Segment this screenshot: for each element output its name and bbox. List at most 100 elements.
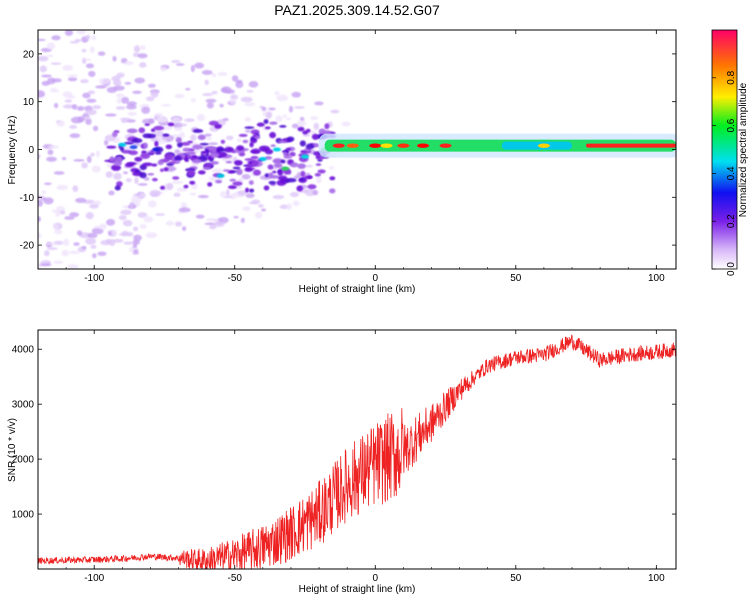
spectral-blob — [238, 133, 248, 137]
spectral-blob — [160, 103, 172, 107]
spectral-blob — [44, 250, 50, 257]
spectral-blob — [194, 62, 205, 69]
spectral-blob — [120, 146, 125, 152]
spectral-blob — [80, 79, 89, 84]
spectral-blob — [157, 160, 164, 166]
spectral-blob — [242, 139, 249, 144]
spectral-blob — [178, 123, 188, 127]
spectrogram-x-ticks: -100 -50 0 50 100 — [37, 30, 665, 284]
spectral-blob — [116, 97, 122, 104]
spectral-blob — [166, 182, 174, 190]
spectral-blob — [133, 249, 139, 254]
spectral-blob — [281, 150, 290, 153]
band-hotspot — [439, 143, 452, 148]
spectral-blob — [189, 180, 196, 185]
spectral-blob — [90, 152, 95, 157]
spectral-blob — [305, 164, 314, 168]
spectral-blob — [184, 118, 195, 123]
spectral-blob — [192, 159, 202, 164]
spectral-blob — [174, 155, 183, 161]
spectral-blob — [272, 147, 281, 152]
spectral-blob — [38, 55, 49, 62]
spectral-blob — [171, 116, 181, 123]
y-tick-label: -20 — [20, 241, 35, 252]
spectral-blob — [317, 169, 326, 174]
spectral-blob — [111, 229, 118, 237]
spectral-blob — [140, 152, 151, 160]
spectral-blob — [240, 96, 253, 103]
spectral-blob — [68, 250, 81, 255]
spectral-blob — [43, 182, 52, 186]
spectral-blob — [175, 63, 185, 66]
spectral-blob — [264, 173, 270, 178]
spectral-blob — [220, 87, 229, 93]
spectral-blob — [103, 139, 109, 146]
spectral-blob — [98, 78, 111, 85]
spectral-blob — [92, 105, 102, 110]
spectral-blob — [223, 195, 233, 199]
spectral-blob — [137, 212, 148, 218]
spectral-blob — [229, 98, 237, 105]
spectral-blob — [95, 85, 107, 89]
spectral-blob — [148, 118, 155, 124]
spectral-blob — [122, 219, 133, 227]
spectral-blob — [315, 176, 322, 184]
spectral-blob — [269, 131, 276, 139]
spectral-blob — [85, 237, 97, 245]
band-hotspot — [346, 143, 359, 148]
spectral-blob — [264, 148, 274, 155]
spectral-blob — [208, 176, 218, 182]
spectral-blob — [225, 135, 234, 141]
spectral-blob — [232, 166, 241, 170]
spectral-blob — [38, 38, 46, 42]
spectral-blob — [254, 135, 261, 140]
spectral-blob — [209, 152, 220, 158]
spectral-blob — [208, 142, 219, 146]
spectral-blob — [288, 105, 294, 113]
spectral-blob — [276, 179, 287, 186]
spectral-blob — [92, 125, 99, 132]
spectral-blob — [142, 162, 153, 167]
spectral-blob — [263, 119, 269, 124]
spectral-blob — [178, 207, 191, 213]
y-tick-label: 3000 — [12, 400, 35, 411]
spectral-blob — [246, 90, 254, 93]
spectral-blob — [239, 177, 244, 183]
spectral-blob — [205, 98, 217, 103]
spectral-blob — [195, 214, 205, 219]
spectral-blob — [137, 183, 148, 186]
spectral-blob — [147, 172, 155, 176]
spectral-blob — [257, 204, 264, 208]
spectral-blob — [39, 65, 47, 73]
spectral-blob — [256, 122, 265, 127]
spectral-blob — [182, 147, 190, 152]
spectral-blob — [225, 189, 230, 197]
spectral-blob — [69, 212, 80, 218]
spectral-blob — [41, 190, 47, 195]
spectral-blob — [317, 157, 324, 160]
spectral-blob — [134, 177, 139, 185]
spectral-blob — [250, 149, 261, 154]
spectral-blob — [282, 114, 287, 118]
spectral-blob — [314, 172, 321, 177]
spectral-blob — [244, 129, 251, 133]
spectral-blob — [47, 54, 54, 58]
spectral-blob — [154, 140, 159, 147]
x-tick-label: 0 — [372, 273, 378, 284]
spectral-blob — [115, 93, 125, 98]
spectral-blob — [81, 57, 87, 64]
band-hotspot — [397, 143, 410, 148]
spectral-blob — [261, 208, 266, 212]
spectral-blob — [299, 177, 305, 181]
snr-x-label: Height of straight line (km) — [299, 584, 416, 595]
spectral-blob — [258, 157, 267, 162]
spectral-blob — [91, 253, 97, 259]
spectral-blob — [162, 133, 170, 137]
spectral-blob — [134, 77, 146, 84]
colorbar-frame — [711, 29, 738, 270]
colorbar-tick-label: 0.0 — [726, 262, 737, 276]
spectral-blob — [215, 179, 223, 184]
band-hotspot — [417, 143, 430, 148]
spectral-blob — [250, 155, 259, 160]
spectral-blob — [305, 128, 311, 133]
